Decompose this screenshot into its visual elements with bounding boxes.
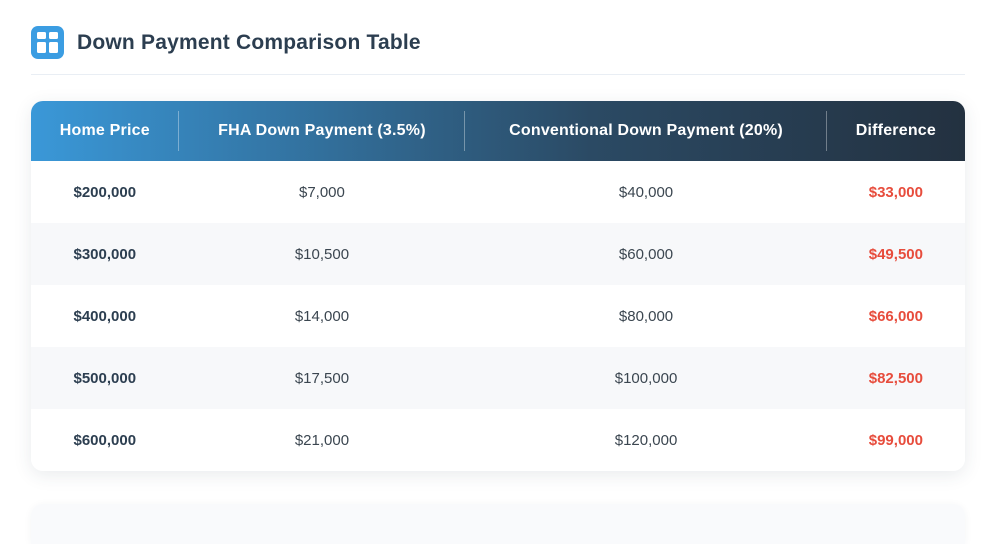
- table-row: $300,000 $10,500 $60,000 $49,500: [31, 223, 965, 285]
- home-price-cell: $500,000: [73, 369, 137, 387]
- difference-cell: $66,000: [868, 307, 923, 325]
- difference-cell: $82,500: [868, 369, 923, 387]
- conventional-down-payment-cell: $100,000: [614, 369, 678, 387]
- table-icon-cell: [49, 32, 58, 39]
- fha-down-payment-cell: $10,500: [294, 245, 350, 263]
- difference-cell: $33,000: [868, 183, 923, 201]
- column-header-fha-down-payment: FHA Down Payment (3.5%): [179, 101, 466, 161]
- difference-cell: $49,500: [868, 245, 923, 263]
- table-icon-cell: [37, 42, 46, 53]
- fha-down-payment-cell: $14,000: [294, 307, 350, 325]
- page-header: Down Payment Comparison Table: [31, 26, 965, 75]
- table-row: $500,000 $17,500 $100,000 $82,500: [31, 347, 965, 409]
- home-price-cell: $200,000: [73, 183, 137, 201]
- next-section-card-edge: [31, 504, 965, 544]
- conventional-down-payment-cell: $40,000: [618, 183, 674, 201]
- table-row: $400,000 $14,000 $80,000 $66,000: [31, 285, 965, 347]
- comparison-table-card: Home Price FHA Down Payment (3.5%) Conve…: [31, 101, 965, 471]
- table-header: Home Price FHA Down Payment (3.5%) Conve…: [31, 101, 965, 161]
- fha-down-payment-cell: $21,000: [294, 431, 350, 449]
- table-icon-cell: [37, 32, 46, 39]
- table-row: $200,000 $7,000 $40,000 $33,000: [31, 161, 965, 223]
- home-price-cell: $300,000: [73, 245, 137, 263]
- conventional-down-payment-cell: $120,000: [614, 431, 678, 449]
- title-divider: [31, 74, 965, 75]
- conventional-down-payment-cell: $60,000: [618, 245, 674, 263]
- table-icon-cell: [49, 42, 58, 53]
- table-icon: [31, 26, 64, 59]
- table-row: $600,000 $21,000 $120,000 $99,000: [31, 409, 965, 471]
- column-header-difference: Difference: [855, 122, 936, 139]
- title-row: Down Payment Comparison Table: [31, 26, 965, 59]
- comparison-table: Home Price FHA Down Payment (3.5%) Conve…: [31, 101, 965, 471]
- home-price-cell: $600,000: [73, 431, 137, 449]
- fha-down-payment-cell: $7,000: [298, 183, 345, 201]
- fha-down-payment-cell: $17,500: [294, 369, 350, 387]
- home-price-cell: $400,000: [73, 307, 137, 325]
- page-title: Down Payment Comparison Table: [77, 30, 421, 54]
- conventional-down-payment-cell: $80,000: [618, 307, 674, 325]
- difference-cell: $99,000: [868, 431, 923, 449]
- table-body: $200,000 $7,000 $40,000 $33,000 $300,000…: [31, 161, 965, 471]
- column-header-home-price: Home Price: [31, 101, 179, 161]
- table-header-row: Home Price FHA Down Payment (3.5%) Conve…: [31, 101, 965, 161]
- column-header-conventional-down-payment: Conventional Down Payment (20%): [465, 101, 828, 161]
